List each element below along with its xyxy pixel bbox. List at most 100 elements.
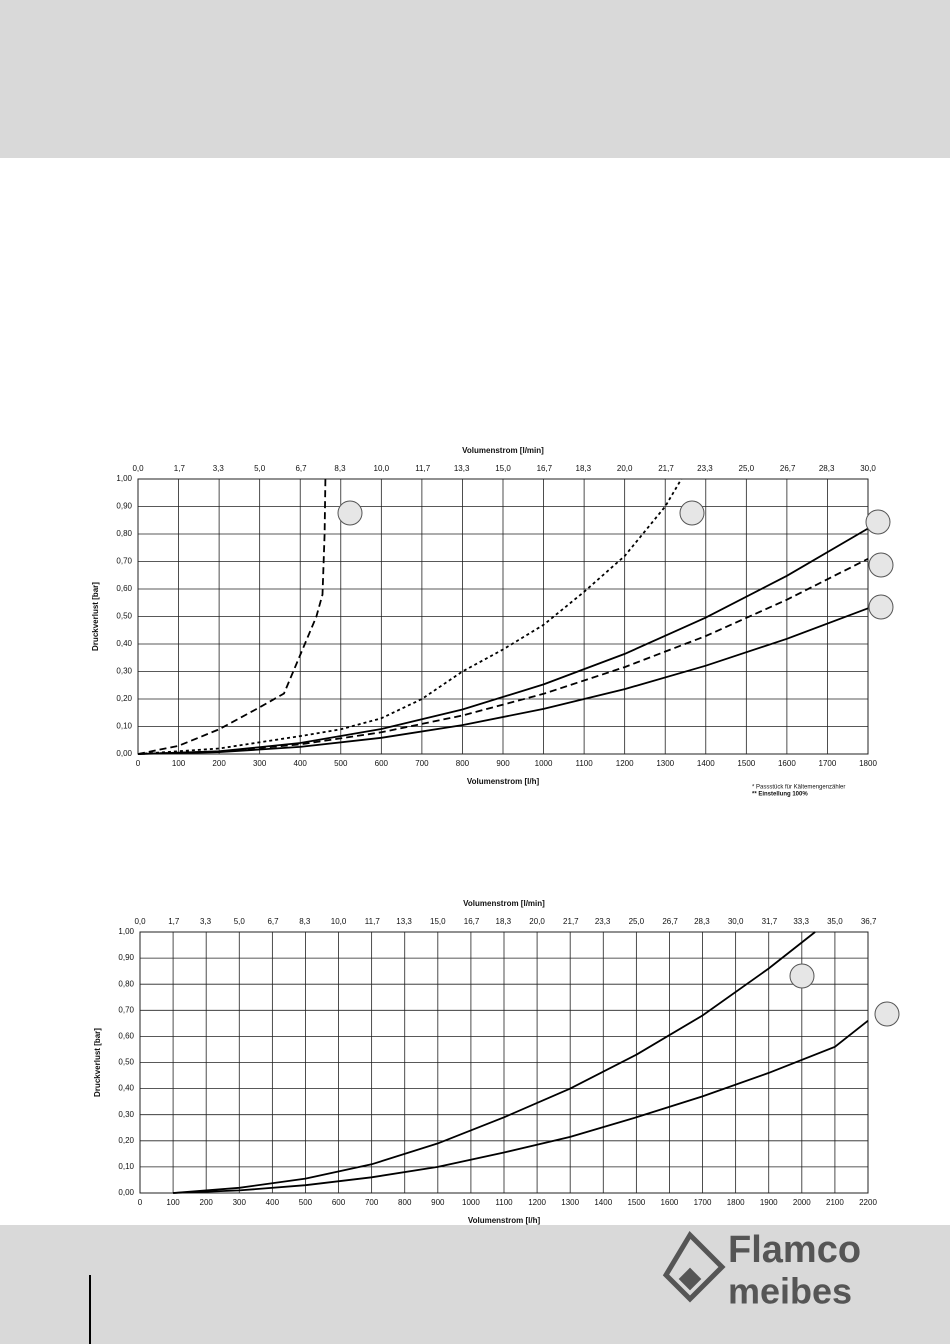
y-tick-label: 0,40	[116, 639, 132, 648]
brand-flamco: Flamco	[728, 1229, 861, 1271]
x-tick-label: 1500	[737, 759, 755, 768]
x2-tick-label: 10,0	[374, 464, 390, 473]
y-tick-label: 0,20	[118, 1136, 134, 1145]
x-tick-label: 100	[172, 759, 186, 768]
y-tick-label: 0,30	[116, 667, 132, 676]
x-tick-label: 1200	[616, 759, 634, 768]
y-tick-label: 0,20	[116, 694, 132, 703]
x-tick-label: 1600	[778, 759, 796, 768]
x-tick-label: 1100	[495, 1198, 513, 1207]
x2-tick-label: 18,3	[576, 464, 592, 473]
x2-tick-label: 33,3	[793, 917, 809, 926]
x2-tick-label: 6,7	[295, 464, 307, 473]
x2-tick-label: 1,7	[174, 464, 186, 473]
y-tick-label: 0,10	[118, 1162, 134, 1171]
x2-tick-label: 8,3	[334, 464, 346, 473]
x2-tick-label: 3,3	[200, 917, 212, 926]
y-axis-label: Druckverlust [bar]	[91, 582, 100, 651]
x2-tick-label: 23,3	[697, 464, 713, 473]
header-band	[0, 0, 950, 158]
x2-tick-label: 21,7	[563, 917, 579, 926]
x-tick-label: 500	[299, 1198, 313, 1207]
curve	[173, 1019, 869, 1194]
x-tick-label: 1300	[656, 759, 674, 768]
x2-tick-label: 30,0	[728, 917, 744, 926]
x-tick-label: 2200	[859, 1198, 877, 1207]
x-axis-label: Volumenstrom [l/h]	[468, 1216, 541, 1225]
curve	[137, 478, 683, 755]
x-tick-label: 1000	[462, 1198, 480, 1207]
x-tick-label: 0	[136, 759, 141, 768]
x-tick-label: 100	[166, 1198, 180, 1207]
x-tick-label: 800	[456, 759, 470, 768]
note: ** Einstellung 100%	[752, 792, 808, 798]
y-tick-label: 0,50	[116, 612, 132, 621]
y-tick-label: 0,90	[116, 502, 132, 511]
x2-tick-label: 28,3	[694, 917, 710, 926]
x-tick-label: 200	[212, 759, 226, 768]
x-tick-label: 1800	[859, 759, 877, 768]
x-tick-label: 600	[375, 759, 389, 768]
x2-tick-label: 3,3	[213, 464, 225, 473]
y-tick-label: 0,30	[118, 1110, 134, 1119]
x2-tick-label: 35,0	[827, 917, 843, 926]
x2-tick-label: 28,3	[819, 464, 835, 473]
y-tick-label: 0,00	[118, 1188, 134, 1197]
y-tick-label: 0,70	[116, 557, 132, 566]
note: * Passstück für Kältemengenzähler	[752, 785, 845, 791]
x2-tick-label: 25,0	[739, 464, 755, 473]
x2-tick-label: 1,7	[168, 917, 180, 926]
x-tick-label: 700	[365, 1198, 379, 1207]
x2-tick-label: 26,7	[780, 464, 796, 473]
x2-tick-label: 23,3	[595, 917, 611, 926]
y-tick-label: 0,00	[116, 749, 132, 758]
x-tick-label: 1700	[694, 1198, 712, 1207]
x-tick-label: 1000	[535, 759, 553, 768]
curve	[137, 607, 869, 755]
x-tick-label: 1700	[819, 759, 837, 768]
x-tick-label: 300	[253, 759, 267, 768]
y-tick-label: 0,40	[118, 1084, 134, 1093]
x2-tick-label: 20,0	[529, 917, 545, 926]
x-tick-label: 900	[431, 1198, 445, 1207]
x-tick-label: 600	[332, 1198, 346, 1207]
y-tick-label: 0,70	[118, 1005, 134, 1014]
y-tick-label: 1,00	[116, 474, 132, 483]
x2-axis-label: Volumenstrom [l/min]	[463, 899, 545, 908]
x-tick-label: 1400	[697, 759, 715, 768]
x2-tick-label: 31,7	[762, 917, 778, 926]
y-tick-label: 0,80	[118, 979, 134, 988]
x-tick-label: 1800	[727, 1198, 745, 1207]
x2-tick-label: 20,0	[617, 464, 633, 473]
x-tick-label: 1400	[594, 1198, 612, 1207]
x2-tick-label: 16,7	[537, 464, 553, 473]
y-tick-label: 1,00	[118, 927, 134, 936]
x-tick-label: 2100	[826, 1198, 844, 1207]
x-tick-label: 400	[294, 759, 308, 768]
y-tick-label: 0,60	[116, 584, 132, 593]
x2-tick-label: 26,7	[662, 917, 678, 926]
x2-tick-label: 36,7	[861, 917, 877, 926]
x2-tick-label: 11,7	[415, 464, 431, 473]
curve	[137, 557, 869, 755]
x2-tick-label: 21,7	[658, 464, 674, 473]
chart: 0,00 0,10 0,20 0,30 0,40 0,50 0,60 0,70 0,80 0,90…	[91, 446, 877, 797]
x2-tick-label: 13,3	[396, 917, 412, 926]
x2-tick-label: 13,3	[454, 464, 470, 473]
y-tick-label: 0,50	[118, 1058, 134, 1067]
x-tick-label: 200	[200, 1198, 214, 1207]
x-tick-label: 1200	[528, 1198, 546, 1207]
x2-tick-label: 15,0	[430, 917, 446, 926]
x2-tick-label: 0,0	[134, 917, 146, 926]
x-tick-label: 900	[496, 759, 510, 768]
y-tick-label: 0,80	[116, 529, 132, 538]
x-tick-label: 1500	[627, 1198, 645, 1207]
x-tick-label: 1600	[661, 1198, 679, 1207]
y-tick-label: 0,10	[116, 722, 132, 731]
x2-tick-label: 11,7	[365, 917, 381, 926]
x2-tick-label: 18,3	[496, 917, 512, 926]
x2-tick-label: 10,0	[331, 917, 347, 926]
footer-band	[0, 1225, 950, 1344]
curve	[137, 478, 327, 755]
